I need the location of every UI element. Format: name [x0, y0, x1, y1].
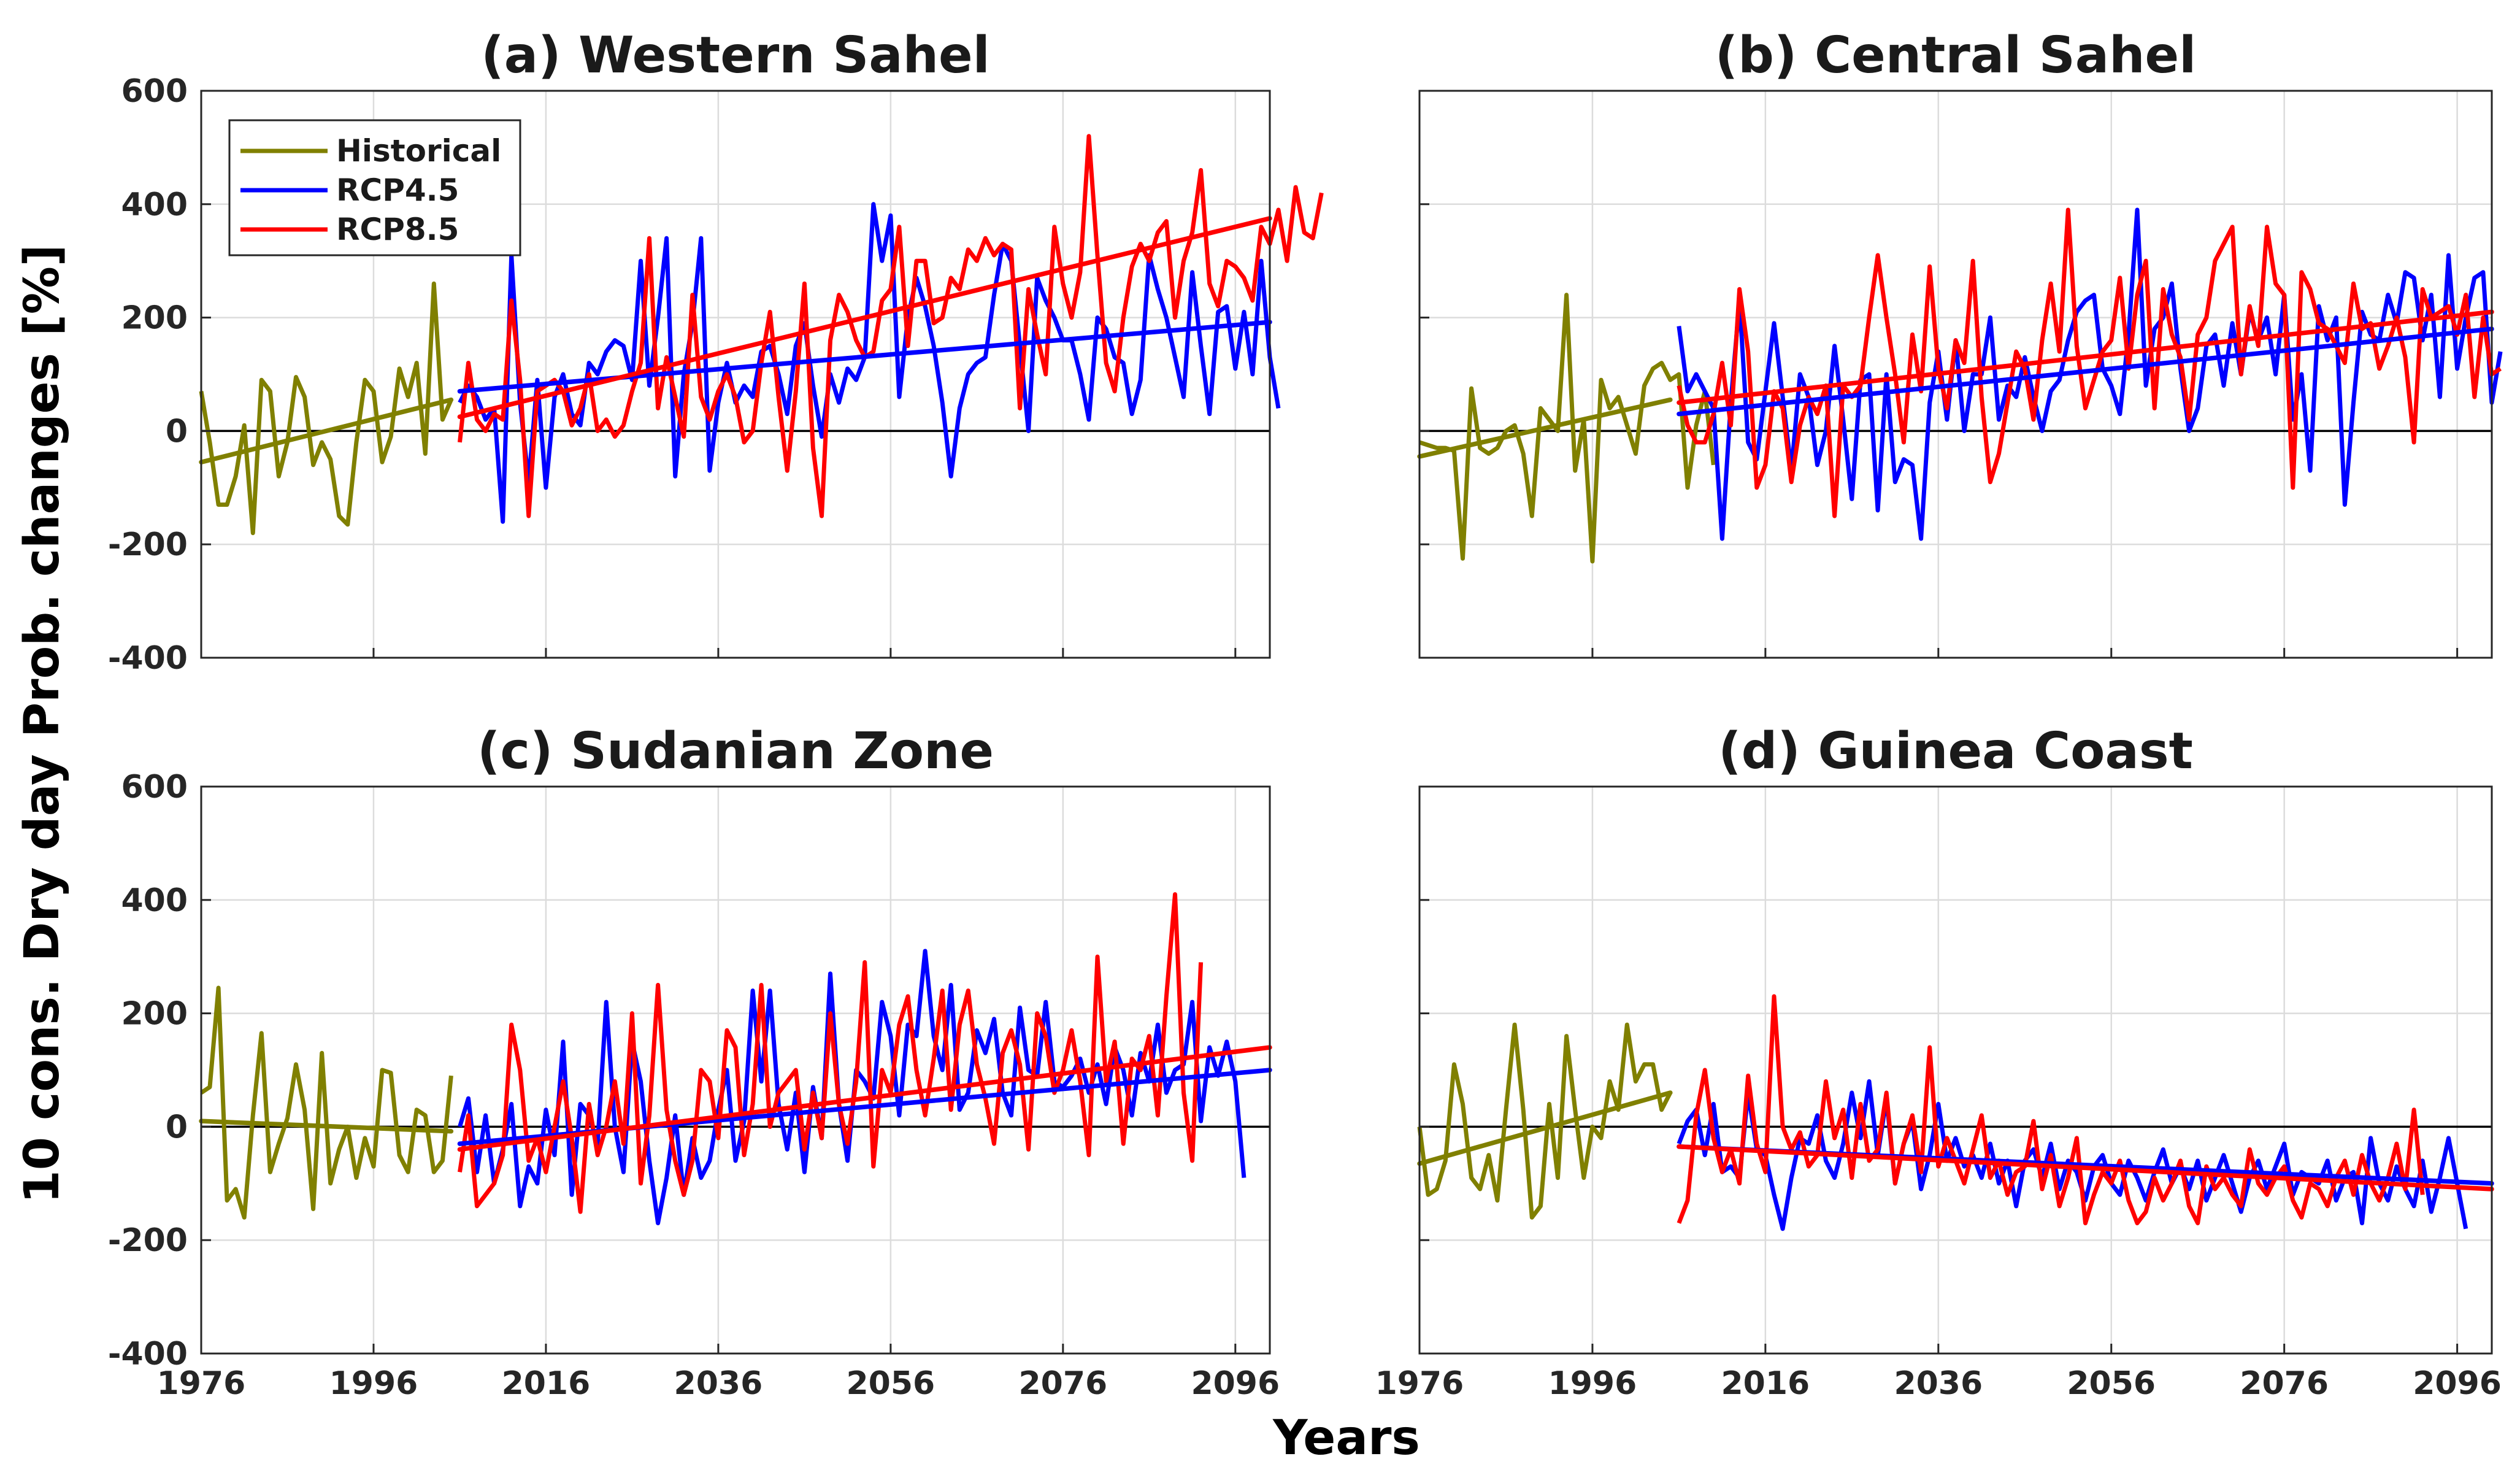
- x-tick-label-2076: 2076: [2240, 1365, 2329, 1402]
- series-line-historical: [199, 281, 453, 536]
- legend-label-rcp85: RCP8.5: [336, 212, 459, 247]
- axes-frame: [1418, 785, 2493, 1355]
- y-tick-label--200: -200: [108, 1222, 188, 1259]
- x-tick-label-2096: 2096: [2413, 1365, 2502, 1402]
- axes-frame: [200, 90, 1271, 659]
- legend-label-rcp45: RCP4.5: [336, 172, 459, 208]
- x-tick-label-2056: 2056: [2067, 1365, 2156, 1402]
- y-tick-label-200: 200: [121, 996, 188, 1033]
- trend-line-rcp85: [1677, 1144, 2494, 1192]
- trend-line-rcp85: [1677, 309, 2494, 405]
- panel-1: -400 -200 0 200 400 600 (a) Western Sahel Histo…: [108, 26, 1324, 677]
- y-tick-label-0: 0: [166, 413, 188, 450]
- panel-title: (d) Guinea Coast: [1718, 722, 2193, 780]
- series-line-rcp45: [1677, 207, 2503, 541]
- panels-layer: -400 -200 0 200 400 600 (a) Western Sahel Histo…: [108, 26, 2503, 1402]
- series-line-historical: [200, 985, 453, 1220]
- y-tick-label-200: 200: [121, 300, 188, 337]
- x-tick-label-1996: 1996: [1548, 1365, 1637, 1402]
- trend-line-rcp85: [457, 216, 1272, 420]
- y-tick-label--400: -400: [108, 640, 188, 677]
- series-line-rcp45: [458, 202, 1281, 524]
- trend-line-rcp45: [457, 320, 1272, 394]
- y-axis-label: 10 cons. Dry day Prob. changes [%]: [15, 244, 70, 1203]
- trend-line-historical: [1417, 1090, 1673, 1166]
- axes-frame: [200, 785, 1271, 1355]
- panel-title: (c) Sudanian Zone: [477, 722, 994, 780]
- trend-line-historical: [199, 1119, 454, 1134]
- series-line-rcp85: [458, 134, 1324, 518]
- x-tick-label-2096: 2096: [1191, 1365, 1280, 1402]
- ticks: 1976 1996 2016 2036 2056 2076 2096 -400 -200 0 200…: [108, 769, 1280, 1402]
- y-tick-label-400: 400: [121, 187, 188, 223]
- panel-title: (a) Western Sahel: [481, 26, 989, 85]
- x-tick-label-1996: 1996: [329, 1365, 418, 1402]
- legend-box: [228, 119, 521, 256]
- legend-label-historical: Historical: [336, 133, 501, 169]
- trend-line-rcp85: [457, 1045, 1272, 1152]
- axes-frame: [1418, 90, 2493, 659]
- panel-2: (b) Central Sahel: [1417, 26, 2503, 659]
- panel-3: 1976 1996 2016 2036 2056 2076 2096 -400 -200 0 200…: [108, 722, 1280, 1402]
- x-tick-label-2016: 2016: [502, 1365, 591, 1402]
- y-tick-label-0: 0: [166, 1109, 188, 1146]
- x-tick-label-2056: 2056: [847, 1365, 935, 1402]
- series-line-rcp85: [458, 892, 1204, 1214]
- plot-area: [1419, 787, 2492, 1354]
- panel-4: 1976 1996 2016 2036 2056 2076 2096 (d) Guinea C…: [1375, 722, 2502, 1402]
- plot-area: [1419, 91, 2492, 658]
- y-tick-label-600: 600: [121, 769, 188, 806]
- x-tick-label-1976: 1976: [1375, 1365, 1464, 1402]
- series-line-historical: [1417, 1022, 1672, 1220]
- x-axis-label: Years: [1272, 1411, 1420, 1466]
- y-tick-label-600: 600: [121, 73, 188, 110]
- x-tick-label-2036: 2036: [1894, 1365, 1983, 1402]
- ticks: 1976 1996 2016 2036 2056 2076 2096: [1375, 785, 2502, 1402]
- x-tick-label-2016: 2016: [1721, 1365, 1810, 1402]
- ticks: -400 -200 0 200 400 600: [108, 73, 1237, 677]
- y-tick-label--200: -200: [108, 526, 188, 563]
- ticks: [1418, 90, 2459, 659]
- x-tick-label-2036: 2036: [674, 1365, 763, 1402]
- series-line-rcp85: [1677, 994, 2425, 1225]
- y-tick-label-400: 400: [121, 882, 188, 919]
- trend-line-historical: [1417, 397, 1673, 459]
- panel-title: (b) Central Sahel: [1715, 26, 2197, 85]
- trend-line-historical: [199, 397, 454, 464]
- x-tick-label-1976: 1976: [157, 1365, 246, 1402]
- trend-line-rcp45: [1677, 326, 2494, 417]
- y-tick-label--400: -400: [108, 1336, 188, 1373]
- x-tick-label-2076: 2076: [1018, 1365, 1107, 1402]
